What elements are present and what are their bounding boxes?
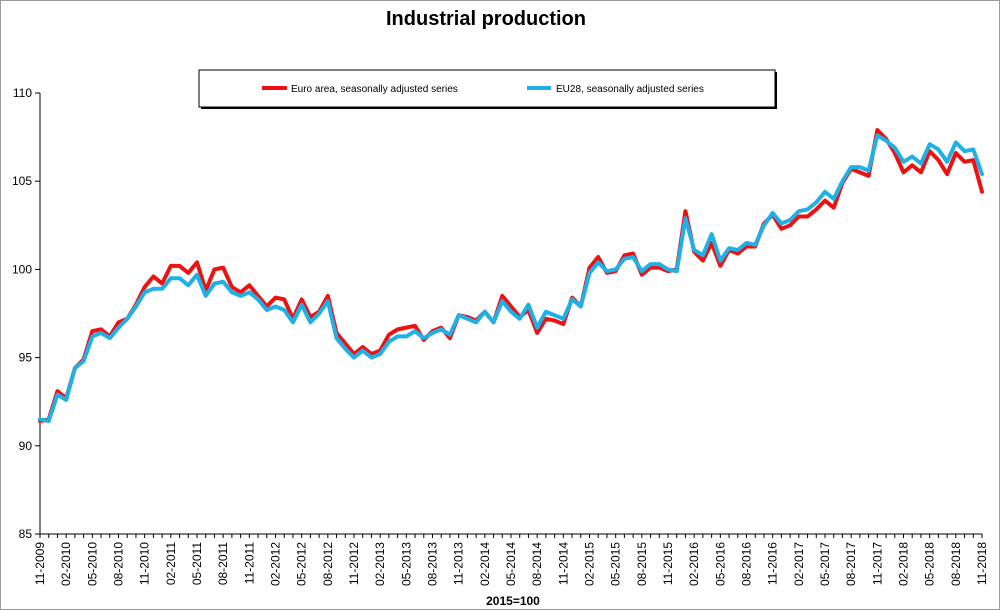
x-tick-label: 11-2018 xyxy=(975,542,989,585)
chart-title: Industrial production xyxy=(386,8,586,30)
x-tick-label: 08-2014 xyxy=(530,542,544,586)
x-tick-label: 02-2017 xyxy=(792,542,806,586)
y-tick-label: 90 xyxy=(19,439,33,453)
x-tick-label: 05-2018 xyxy=(923,542,937,586)
x-tick-label: 05-2016 xyxy=(713,542,727,586)
x-tick-label: 11-2016 xyxy=(766,542,780,585)
x-tick-label: 08-2012 xyxy=(321,542,335,586)
x-tick-label: 11-2014 xyxy=(556,542,570,585)
x-tick-label: 11-2011 xyxy=(242,542,256,585)
x-tick-label: 05-2017 xyxy=(818,542,832,586)
x-tick-label: 02-2010 xyxy=(59,542,73,586)
legend-label-euro-area: Euro area, seasonally adjusted series xyxy=(291,84,458,95)
y-tick-label: 100 xyxy=(12,262,32,276)
x-tick-label: 11-2012 xyxy=(347,542,361,585)
x-tick-label: 11-2010 xyxy=(138,542,152,585)
legend-shadow-bottom xyxy=(201,107,777,109)
x-tick-label: 05-2014 xyxy=(504,542,518,586)
x-tick-label: 02-2018 xyxy=(897,542,911,586)
x-tick-label: 08-2013 xyxy=(426,542,440,586)
x-tick-label: 11-2013 xyxy=(452,542,466,585)
x-tick-label: 08-2018 xyxy=(949,542,963,586)
x-axis-label: 2015=100 xyxy=(486,594,540,608)
y-axis-ticks: 85 90 95 100 105 110 xyxy=(12,86,40,541)
x-tick-label: 11-2009 xyxy=(33,542,47,585)
series-line-euro-area xyxy=(38,128,984,424)
x-tick-label: 05-2013 xyxy=(399,542,413,586)
x-tick-label: 11-2015 xyxy=(661,542,675,585)
y-tick-label: 105 xyxy=(12,174,32,188)
series-lines xyxy=(38,128,984,424)
legend-shadow-right xyxy=(775,72,777,109)
x-tick-label: 08-2017 xyxy=(844,542,858,586)
x-tick-label: 05-2012 xyxy=(295,542,309,586)
x-tick-label: 02-2011 xyxy=(164,542,178,585)
x-tick-label: 05-2015 xyxy=(609,542,623,586)
x-tick-label: 08-2011 xyxy=(216,542,230,585)
x-tick-label: 05-2010 xyxy=(85,542,99,586)
x-tick-label: 08-2016 xyxy=(740,542,754,586)
x-tick-label: 02-2014 xyxy=(478,542,492,586)
x-tick-label: 08-2015 xyxy=(635,542,649,586)
x-tick-label: 02-2015 xyxy=(583,542,597,586)
legend: Euro area, seasonally adjusted series EU… xyxy=(198,69,777,109)
x-tick-label: 05-2011 xyxy=(190,542,204,585)
y-tick-label: 95 xyxy=(19,351,33,365)
series-line-eu28 xyxy=(38,133,984,424)
x-tick-label: 11-2017 xyxy=(870,542,884,585)
x-tick-label: 08-2010 xyxy=(112,542,126,586)
x-axis-ticks: 11-2009 02-2010 05-2010 08-2010 11-2010 02-20… xyxy=(33,534,989,586)
x-tick-label: 02-2012 xyxy=(269,542,283,586)
x-tick-label: 02-2016 xyxy=(687,542,701,586)
y-tick-label: 85 xyxy=(19,527,33,541)
legend-label-eu28: EU28, seasonally adjusted series xyxy=(556,84,704,95)
x-tick-label: 02-2013 xyxy=(373,542,387,586)
y-tick-label: 110 xyxy=(13,86,32,100)
